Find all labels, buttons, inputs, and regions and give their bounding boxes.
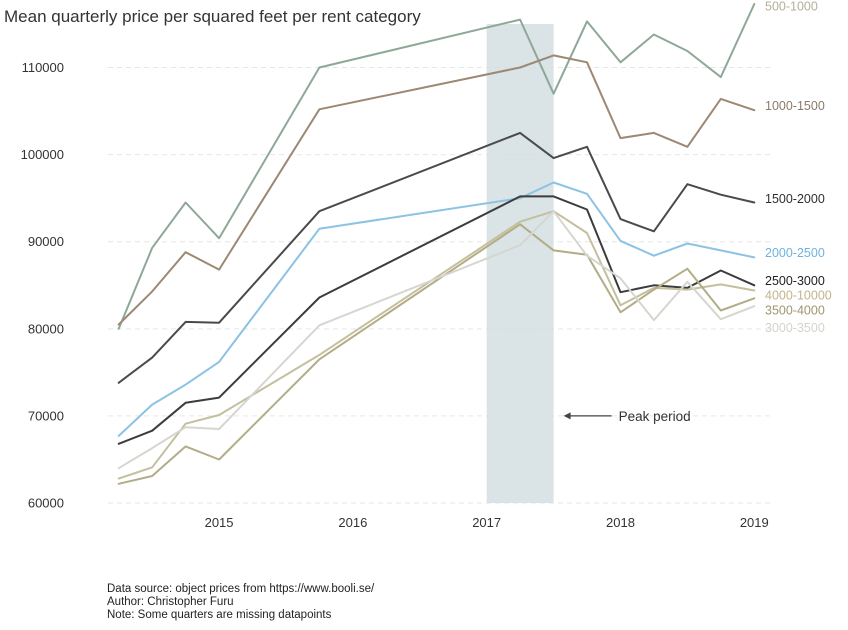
x-tick-label-2: 2017 (472, 515, 501, 530)
footnote-note: Note: Some quarters are missing datapoin… (107, 609, 332, 621)
series-label-500-1000: 500-1000 (765, 0, 818, 14)
y-tick-label-1: 70000 (28, 408, 64, 423)
series-line-1500-2000 (117, 131, 756, 384)
peak-period-band (486, 24, 554, 503)
grid-lines (108, 67, 770, 504)
footnote-author: Author: Christopher Furu (107, 596, 234, 608)
x-tick-label-3: 2018 (606, 515, 635, 530)
series-line-1000-1500 (117, 54, 756, 326)
series-label-4000-10000: 4000-10000 (765, 289, 832, 303)
annotation-arrow-head (563, 412, 571, 420)
series-line-3500-4000 (117, 223, 756, 485)
footnote: Data source: object prices from https://… (107, 583, 374, 622)
series-line-3000-3500 (117, 210, 756, 470)
series-label-2500-3000: 2500-3000 (765, 274, 825, 288)
series-lines (117, 3, 756, 485)
series-line-4000-10000 (117, 210, 756, 480)
line-chart: Mean quarterly price per squared feet pe… (4, 0, 832, 530)
x-tick-label-1: 2016 (338, 515, 367, 530)
y-tick-label-4: 100000 (21, 147, 64, 162)
series-label-2000-2500: 2000-2500 (765, 246, 825, 260)
series-line-2000-2500 (117, 181, 756, 437)
series-line-500-1000 (117, 3, 756, 330)
highlight-band (486, 24, 554, 503)
peak-period-annotation: Peak period (563, 409, 691, 424)
x-axis-ticks: 2015 2016 2017 2018 2019 (205, 515, 769, 530)
series-labels: 500-1000 1000-1500 1500-2000 2000-2500 2500-… (765, 0, 832, 335)
series-label-1500-2000: 1500-2000 (765, 192, 825, 206)
y-tick-label-0: 60000 (28, 496, 64, 511)
annotation-label: Peak period (619, 409, 691, 424)
series-label-3500-4000: 3500-4000 (765, 304, 825, 318)
x-tick-label-0: 2015 (205, 515, 234, 530)
y-tick-label-3: 90000 (28, 234, 64, 249)
y-axis-ticks: 60000 70000 80000 90000 100000 110000 (21, 60, 64, 510)
x-tick-label-4: 2019 (740, 515, 769, 530)
series-label-1000-1500: 1000-1500 (765, 99, 825, 113)
chart-title: Mean quarterly price per squared feet pe… (4, 7, 421, 26)
footnote-source: Data source: object prices from https://… (107, 583, 375, 595)
y-tick-label-5: 110000 (22, 60, 64, 75)
series-label-3000-3500: 3000-3500 (765, 321, 825, 335)
series-line-2500-3000 (117, 195, 756, 445)
y-tick-label-2: 80000 (28, 321, 64, 336)
